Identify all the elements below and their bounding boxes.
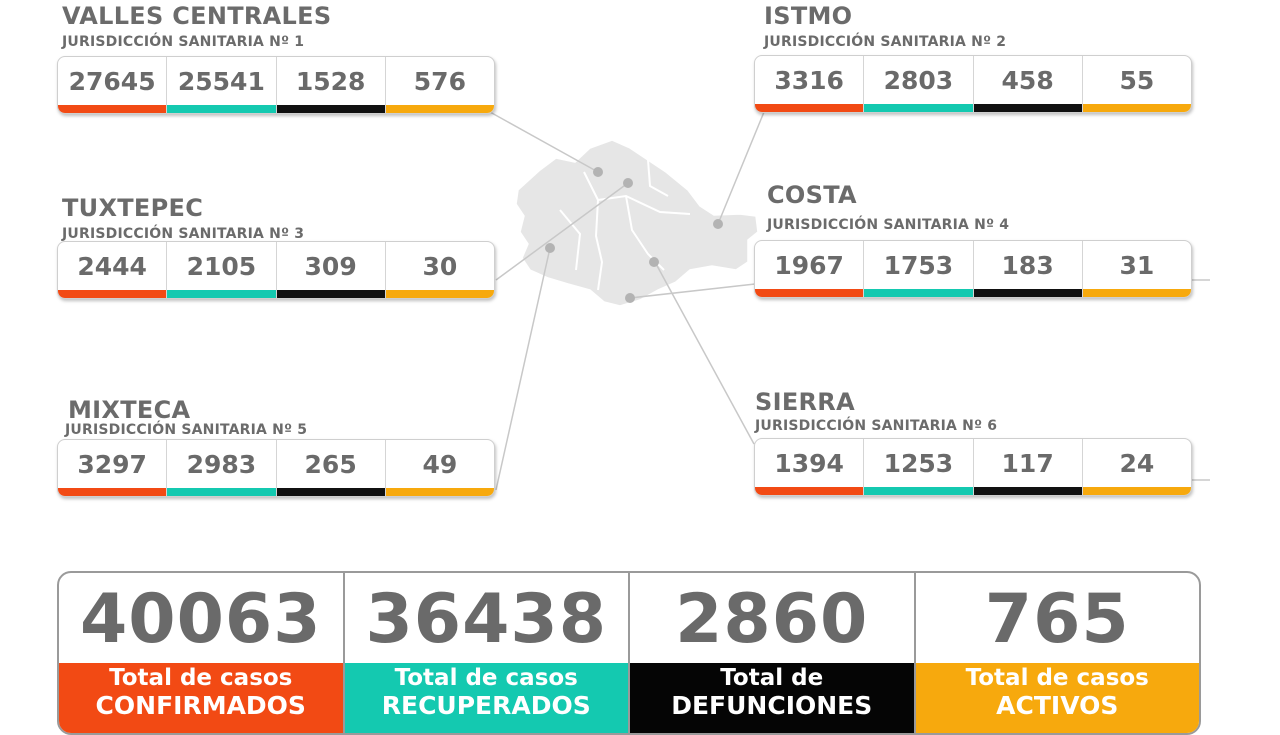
region-jurisdiction: JURISDICCIÓN SANITARIA Nº 3 xyxy=(62,226,305,242)
map-dots xyxy=(545,167,723,303)
region-jurisdiction: JURISDICCIÓN SANITARIA Nº 5 xyxy=(65,422,308,438)
confirmed-count: 1394 xyxy=(774,448,844,478)
total-confirmed-label: Total de casos CONFIRMADOS xyxy=(59,663,343,733)
total-active-label: Total de casos ACTIVOS xyxy=(915,663,1199,733)
active-cell: 30 xyxy=(385,242,494,298)
deaths-count: 458 xyxy=(1001,65,1054,95)
total-active-value: 765 xyxy=(984,580,1130,659)
recovered-cell: 2105 xyxy=(167,242,277,298)
stats-tuxtepec: 2444 2105 309 30 xyxy=(57,241,495,299)
confirmed-cell: 2444 xyxy=(58,242,168,298)
recovered-cell: 2983 xyxy=(167,440,277,496)
deaths-cell: 309 xyxy=(276,242,386,298)
deaths-count: 309 xyxy=(304,251,357,281)
total-recovered-value: 36438 xyxy=(365,580,608,659)
deaths-count: 183 xyxy=(1001,250,1054,280)
total-deaths-label: Total de DEFUNCIONES xyxy=(630,663,914,733)
active-count: 55 xyxy=(1119,65,1155,95)
total-active: 765 Total de casos ACTIVOS xyxy=(915,573,1199,733)
confirmed-count: 3316 xyxy=(774,65,844,95)
oaxaca-map xyxy=(489,111,1210,491)
recovered-count: 1753 xyxy=(883,250,954,280)
confirmed-cell: 1394 xyxy=(755,439,865,495)
recovered-count: 2983 xyxy=(186,449,257,479)
total-label-line2: RECUPERADOS xyxy=(381,691,591,720)
total-label-line1: Total de xyxy=(720,665,824,691)
total-confirmed-value: 40063 xyxy=(79,580,322,659)
deaths-cell: 183 xyxy=(973,241,1083,297)
recovered-cell: 25541 xyxy=(167,57,277,113)
deaths-count: 1528 xyxy=(295,66,366,96)
confirmed-cell: 3316 xyxy=(755,56,865,112)
active-count: 576 xyxy=(413,66,466,96)
region-jurisdiction: JURISDICCIÓN SANITARIA Nº 2 xyxy=(764,34,1007,50)
deaths-cell: 265 xyxy=(276,440,386,496)
region-title: VALLES CENTRALES xyxy=(62,2,332,30)
active-count: 31 xyxy=(1119,250,1155,280)
region-title: ISTMO xyxy=(764,2,853,30)
total-label-line1: Total de casos xyxy=(394,665,578,691)
active-cell: 49 xyxy=(385,440,494,496)
total-label-line1: Total de casos xyxy=(109,665,293,691)
connector-lines xyxy=(489,111,1210,491)
stats-istmo: 3316 2803 458 55 xyxy=(754,55,1192,113)
deaths-count: 265 xyxy=(304,449,357,479)
recovered-count: 1253 xyxy=(883,448,954,478)
region-title: COSTA xyxy=(767,181,857,209)
confirmed-count: 27645 xyxy=(68,66,156,96)
total-deaths-value: 2860 xyxy=(675,580,869,659)
deaths-cell: 1528 xyxy=(276,57,386,113)
recovered-cell: 1253 xyxy=(864,439,974,495)
stats-sierra: 1394 1253 117 24 xyxy=(754,438,1192,496)
confirmed-cell: 27645 xyxy=(58,57,168,113)
confirmed-cell: 1967 xyxy=(755,241,865,297)
total-recovered-label: Total de casos RECUPERADOS xyxy=(344,663,628,733)
region-jurisdiction: JURISDICCIÓN SANITARIA Nº 1 xyxy=(62,34,305,50)
active-count: 49 xyxy=(422,449,458,479)
recovered-count: 2803 xyxy=(883,65,954,95)
active-cell: 24 xyxy=(1082,439,1191,495)
recovered-cell: 2803 xyxy=(864,56,974,112)
deaths-cell: 458 xyxy=(973,56,1083,112)
total-label-line2: DEFUNCIONES xyxy=(671,691,873,720)
recovered-cell: 1753 xyxy=(864,241,974,297)
recovered-count: 25541 xyxy=(177,66,265,96)
stats-mixteca: 3297 2983 265 49 xyxy=(57,439,495,497)
active-count: 30 xyxy=(422,251,458,281)
active-count: 24 xyxy=(1119,448,1155,478)
region-title: SIERRA xyxy=(755,388,855,416)
total-label-line2: ACTIVOS xyxy=(996,691,1119,720)
region-title: TUXTEPEC xyxy=(62,194,204,222)
active-cell: 576 xyxy=(385,57,494,113)
active-cell: 31 xyxy=(1082,241,1191,297)
stats-valles-centrales: 27645 25541 1528 576 xyxy=(57,56,495,114)
recovered-count: 2105 xyxy=(186,251,257,281)
confirmed-count: 3297 xyxy=(77,449,147,479)
deaths-count: 117 xyxy=(1001,448,1054,478)
deaths-cell: 117 xyxy=(973,439,1083,495)
totals-panel: 40063 Total de casos CONFIRMADOS 36438 T… xyxy=(57,571,1201,735)
total-recovered: 36438 Total de casos RECUPERADOS xyxy=(344,573,630,733)
total-label-line1: Total de casos xyxy=(965,665,1149,691)
total-deaths: 2860 Total de DEFUNCIONES xyxy=(630,573,916,733)
confirmed-count: 1967 xyxy=(774,250,844,280)
region-jurisdiction: JURISDICCIÓN SANITARIA Nº 6 xyxy=(755,418,998,434)
confirmed-cell: 3297 xyxy=(58,440,168,496)
region-title: MIXTECA xyxy=(68,396,191,424)
confirmed-count: 2444 xyxy=(77,251,147,281)
region-jurisdiction: JURISDICCIÓN SANITARIA Nº 4 xyxy=(767,217,1010,233)
total-confirmed: 40063 Total de casos CONFIRMADOS xyxy=(59,573,345,733)
stats-costa: 1967 1753 183 31 xyxy=(754,240,1192,298)
active-cell: 55 xyxy=(1082,56,1191,112)
total-label-line2: CONFIRMADOS xyxy=(95,691,306,720)
